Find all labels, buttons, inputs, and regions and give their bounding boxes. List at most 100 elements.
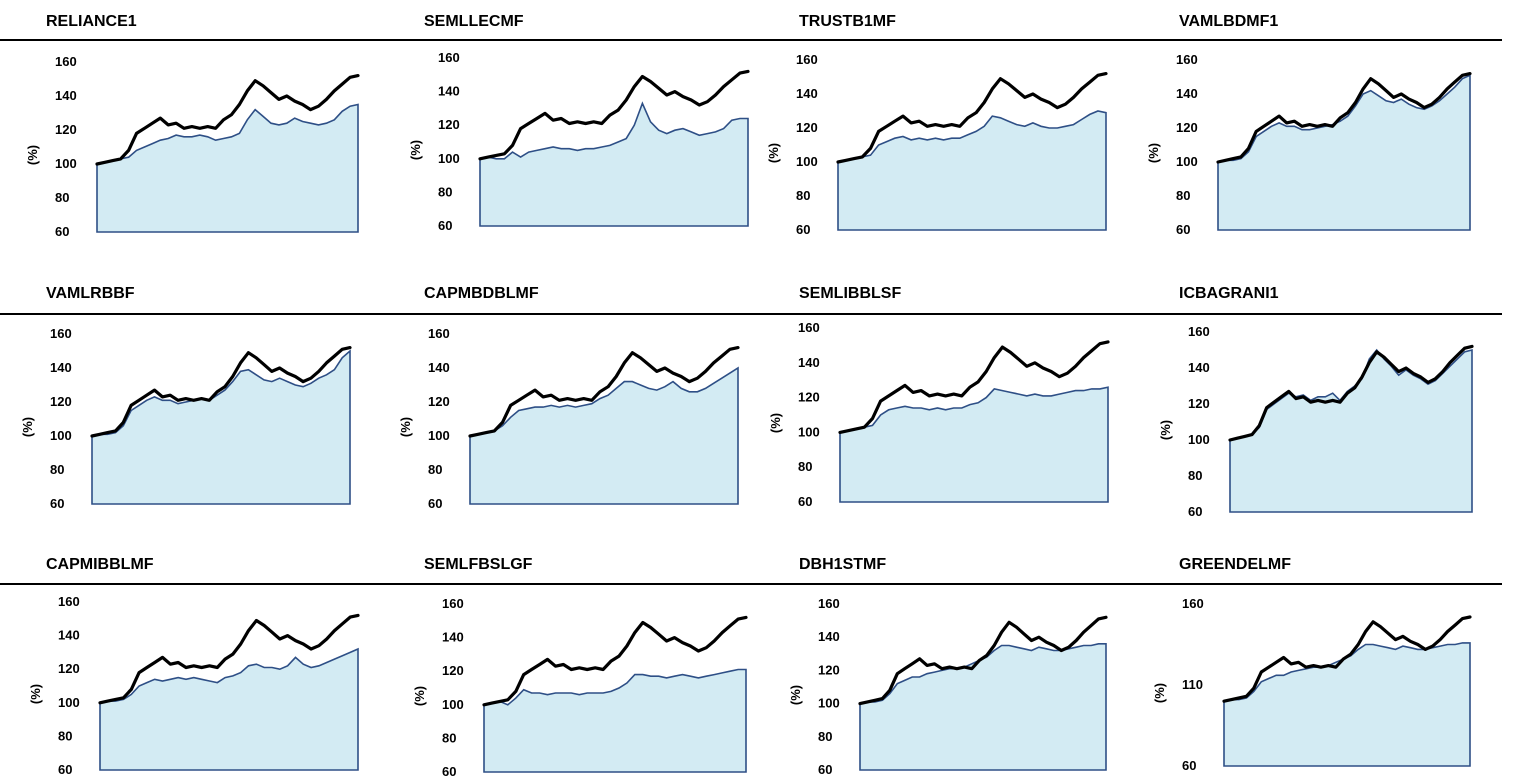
chart-title-greendelmf: GREENDELMF [1179, 556, 1291, 573]
fund-area [1229, 348, 1473, 513]
chart-capmibblmf: 160 140 120 100 80 60 (%) [28, 594, 360, 777]
y-tick-label: 80 [442, 730, 456, 745]
y-tick-label: 60 [1188, 504, 1202, 519]
index-line [1216, 72, 1472, 164]
y-tick-label: 160 [1188, 324, 1210, 339]
chart-title-vamlrbbf: VAMLRBBF [46, 285, 135, 302]
y-axis-label: (%) [1146, 143, 1161, 163]
chart-title-capmbdblmf: CAPMBDBLMF [424, 285, 539, 302]
y-tick-label: 120 [442, 663, 464, 678]
y-tick-label: 120 [798, 390, 820, 405]
y-tick-label: 60 [55, 224, 69, 239]
y-tick-label: 140 [438, 84, 460, 99]
y-tick-label: 100 [1176, 154, 1198, 169]
y-tick-label: 140 [1188, 360, 1210, 375]
index-line [482, 615, 748, 707]
y-tick-label: 100 [58, 695, 80, 710]
index-line [1228, 344, 1474, 442]
y-tick-label: 60 [58, 762, 72, 777]
y-axis-label: (%) [1152, 683, 1167, 703]
y-tick-label: 100 [50, 428, 72, 443]
y-tick-label: 80 [50, 462, 64, 477]
chart-semlfbslgf: 160 140 120 100 80 60 (%) [412, 596, 748, 779]
y-tick-label: 140 [50, 360, 72, 375]
y-axis-label: (%) [768, 413, 783, 433]
band-divider-2 [0, 313, 1502, 315]
y-tick-label: 80 [798, 459, 812, 474]
y-axis-label: (%) [25, 145, 40, 165]
y-tick-label: 110 [1182, 677, 1203, 692]
y-axis-label: (%) [28, 684, 43, 704]
fund-area [99, 647, 359, 771]
y-axis-label: (%) [20, 417, 35, 437]
y-tick-label: 80 [58, 728, 72, 743]
y-tick-label: 160 [818, 596, 840, 611]
y-tick-label: 80 [796, 188, 810, 203]
y-tick-label: 160 [442, 596, 464, 611]
index-line [98, 613, 360, 705]
y-tick-label: 120 [438, 117, 460, 132]
fund-area [96, 103, 359, 233]
y-tick-label: 60 [442, 764, 456, 779]
y-tick-label: 80 [1176, 188, 1190, 203]
y-tick-label: 140 [442, 630, 464, 645]
fund-area [1217, 74, 1471, 231]
chart-reliance1: 160 140 120 100 80 60 (%) [25, 54, 360, 239]
chart-vamlbdmf1: 160 140 120 100 80 60 (%) [1146, 52, 1472, 237]
y-axis-label: (%) [408, 140, 423, 160]
y-tick-label: 160 [1182, 596, 1204, 611]
y-tick-label: 160 [55, 54, 77, 69]
chart-title-reliance1: RELIANCE1 [46, 13, 137, 30]
band-divider-1 [0, 39, 1502, 41]
y-tick-label: 140 [796, 86, 818, 101]
y-tick-label: 120 [50, 394, 72, 409]
chart-trustb1mf: 160 140 120 100 80 60 (%) [766, 52, 1108, 237]
chart-title-icbagrani1: ICBAGRANI1 [1179, 285, 1279, 302]
chart-title-semlfbslgf: SEMLFBSLGF [424, 556, 533, 573]
fund-area [483, 668, 747, 773]
chart-icbagrani1: 160 140 120 100 80 60 (%) [1158, 324, 1474, 519]
index-line [478, 69, 750, 161]
index-line [836, 72, 1108, 164]
chart-vamlrbbf: 160 140 120 100 80 60 (%) [20, 326, 352, 511]
y-axis-label: (%) [788, 685, 803, 705]
y-tick-label: 80 [438, 184, 452, 199]
y-axis-label: (%) [1158, 420, 1173, 440]
chart-semlibblsf: 160 140 120 100 80 60 (%) [768, 320, 1110, 509]
y-tick-label: 60 [818, 762, 832, 777]
y-tick-label: 120 [818, 662, 840, 677]
fund-area [91, 349, 351, 505]
chart-dbh1stmf: 160 140 120 100 80 60 (%) [788, 596, 1108, 777]
fund-area [837, 110, 1107, 231]
index-line [838, 340, 1110, 434]
chart-greendelmf: 160 110 60 (%) [1152, 596, 1472, 773]
y-tick-label: 140 [798, 355, 820, 370]
y-tick-label: 120 [1176, 120, 1198, 135]
y-axis-label: (%) [766, 143, 781, 163]
fund-area [469, 366, 739, 505]
y-axis-label: (%) [412, 686, 427, 706]
y-tick-label: 100 [798, 424, 820, 439]
chart-title-semlibblsf: SEMLIBBLSF [799, 285, 902, 302]
fund-area [859, 643, 1107, 771]
y-tick-label: 140 [428, 360, 450, 375]
y-tick-label: 60 [1176, 222, 1190, 237]
chart-title-semllecmf: SEMLLECMF [424, 13, 524, 30]
fund-area [479, 101, 749, 227]
y-tick-label: 140 [58, 628, 80, 643]
y-tick-label: 160 [438, 50, 460, 65]
y-tick-label: 80 [1188, 468, 1202, 483]
index-line [468, 346, 740, 438]
y-tick-label: 140 [55, 88, 77, 103]
chart-title-dbh1stmf: DBH1STMF [799, 556, 887, 573]
chart-title-capmibblmf: CAPMIBBLMF [46, 556, 154, 573]
y-tick-label: 140 [1176, 86, 1198, 101]
y-tick-label: 100 [442, 697, 464, 712]
y-tick-label: 120 [55, 122, 77, 137]
y-tick-label: 80 [818, 729, 832, 744]
y-tick-label: 60 [796, 222, 810, 237]
y-tick-label: 120 [796, 120, 818, 135]
y-tick-label: 160 [1176, 52, 1198, 67]
y-tick-label: 160 [798, 320, 820, 335]
y-tick-label: 60 [1182, 758, 1196, 773]
